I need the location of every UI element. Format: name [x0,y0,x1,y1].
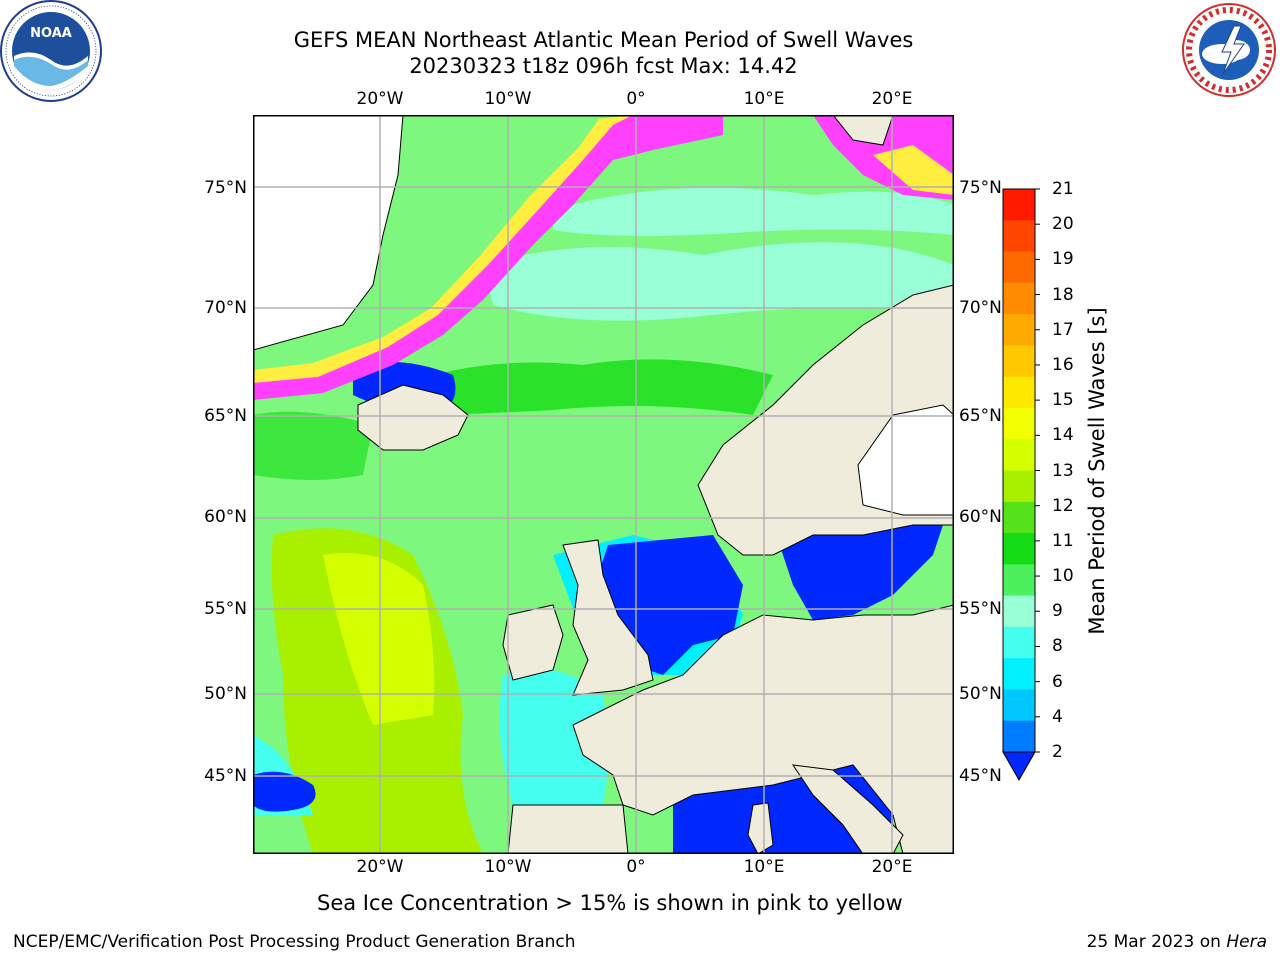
colorbar-segment [1003,533,1035,565]
colorbar-segment [1003,251,1035,284]
colorbar-segment [1003,220,1035,253]
swell-period-map [253,115,954,854]
lon-tick-bottom: 0° [626,857,646,877]
colorbar-tick-label: 9 [1052,601,1063,622]
colorbar-segment [1003,595,1035,628]
lat-tick-left: 60°N [204,507,247,527]
colorbar-tick-label: 8 [1052,636,1063,657]
lon-tick-bottom: 10°W [484,857,532,877]
colorbar-tick-label: 13 [1052,460,1074,481]
colorbar-segment [1003,345,1035,378]
lat-tick-left: 65°N [204,406,247,426]
colorbar-segment [1003,658,1035,690]
colorbar-tick-label: 16 [1052,354,1074,375]
colorbar-title: Mean Period of Swell Waves [s] [1085,307,1109,635]
colorbar-segment [1003,626,1035,659]
lat-tick-left: 75°N [204,178,247,198]
colorbar-tick-label: 4 [1052,706,1063,727]
lat-tick-right: 75°N [959,178,1002,198]
swell-zone-blue-southwest [253,771,316,812]
sea-ice-greenland [253,115,723,400]
iberia-land [507,804,629,854]
lon-tick-top: 10°E [743,89,785,109]
lon-tick-bottom: 20°E [871,857,913,877]
colorbar-segment [1003,282,1035,315]
colorbar-segment [1003,314,1035,346]
lat-tick-right: 70°N [959,298,1002,318]
footer-date-text: 25 Mar 2023 on [1086,932,1227,952]
lat-tick-left: 70°N [204,298,247,318]
colorbar-tick-label: 12 [1052,495,1074,516]
colorbar-segment [1003,376,1035,409]
colorbar-segment [1003,407,1035,440]
swell-zone-cyan-north [483,242,954,321]
colorbar-segment [1003,189,1035,221]
lon-tick-top: 20°E [871,89,913,109]
colorbar-tick-label: 6 [1052,671,1063,692]
lon-tick-top: 10°W [484,89,532,109]
swell-zone-cyan-far-north [553,187,954,236]
sea-ice-greenland-edge [253,115,633,383]
colorbar-tick-label: 11 [1052,530,1074,551]
map-gridlines [253,115,954,854]
iceland-land [357,384,469,451]
swell-zone-green-west [253,411,373,480]
italy-land [791,764,904,854]
colorbar-min-extension [1002,751,1036,782]
lat-tick-left: 55°N [204,599,247,619]
footer-host: Hera [1226,932,1267,952]
colorbar-tick-label: 19 [1052,249,1074,270]
swell-zone-blue-baltic [773,525,943,620]
colorbar-segment [1003,720,1035,753]
chart-subtitle: 20230323 t18z 096h fcst Max: 14.42 [409,54,798,78]
colorbar-tick-label: 14 [1052,425,1074,446]
colorbar-tick-label: 17 [1052,319,1074,340]
sea-ice-svalbard-edge [873,145,954,195]
colorbar-segment [1003,689,1035,722]
gulf-of-bothnia [857,404,954,516]
lat-tick-right: 55°N [959,599,1002,619]
map-frame [253,115,954,854]
sardinia-land [747,802,774,854]
noaa-logo: NOAA [0,0,102,102]
colorbar-tick-label: 15 [1052,390,1074,411]
lon-tick-top: 20°W [356,89,404,109]
lat-tick-right: 45°N [959,766,1002,786]
lat-tick-right: 65°N [959,406,1002,426]
colorbar-tick-label: 18 [1052,284,1074,305]
colorbar-segment [1003,564,1035,597]
lat-tick-right: 50°N [959,684,1002,704]
colorbar [1002,188,1040,782]
noaa-logo-text: NOAA [30,26,72,41]
lat-tick-right: 60°N [959,507,1002,527]
great-britain-land [562,539,654,696]
colorbar-tick-label: 20 [1052,214,1074,235]
lat-tick-left: 45°N [204,766,247,786]
ireland-land [502,604,564,681]
colorbar-segment [1003,439,1035,471]
colorbar-tick-label: 10 [1052,566,1074,587]
swell-zone-green-central [403,359,773,415]
swell-zone-cyan-biscay [499,668,608,805]
footer-organization: NCEP/EMC/Verification Post Processing Pr… [13,932,576,952]
swell-zone-yellow [323,553,435,725]
colorbar-segment [1003,501,1035,534]
colorbar-tick-label: 21 [1052,179,1074,199]
footer-date: 25 Mar 2023 on Hera [1087,932,1267,952]
lon-tick-bottom: 20°W [356,857,404,877]
sea-ice-note: Sea Ice Concentration > 15% is shown in … [317,891,903,915]
colorbar-frame [1002,188,1036,753]
lon-tick-bottom: 10°E [743,857,785,877]
lon-tick-top: 0° [626,89,646,109]
chart-title: GEFS MEAN Northeast Atlantic Mean Period… [293,28,914,52]
national-weather-service-logo [1182,3,1276,97]
svalbard-land [832,115,894,146]
greenland-land [253,115,404,351]
lat-tick-left: 50°N [204,684,247,704]
colorbar-tick-label: 2 [1052,742,1063,762]
colorbar-segment [1003,470,1035,503]
